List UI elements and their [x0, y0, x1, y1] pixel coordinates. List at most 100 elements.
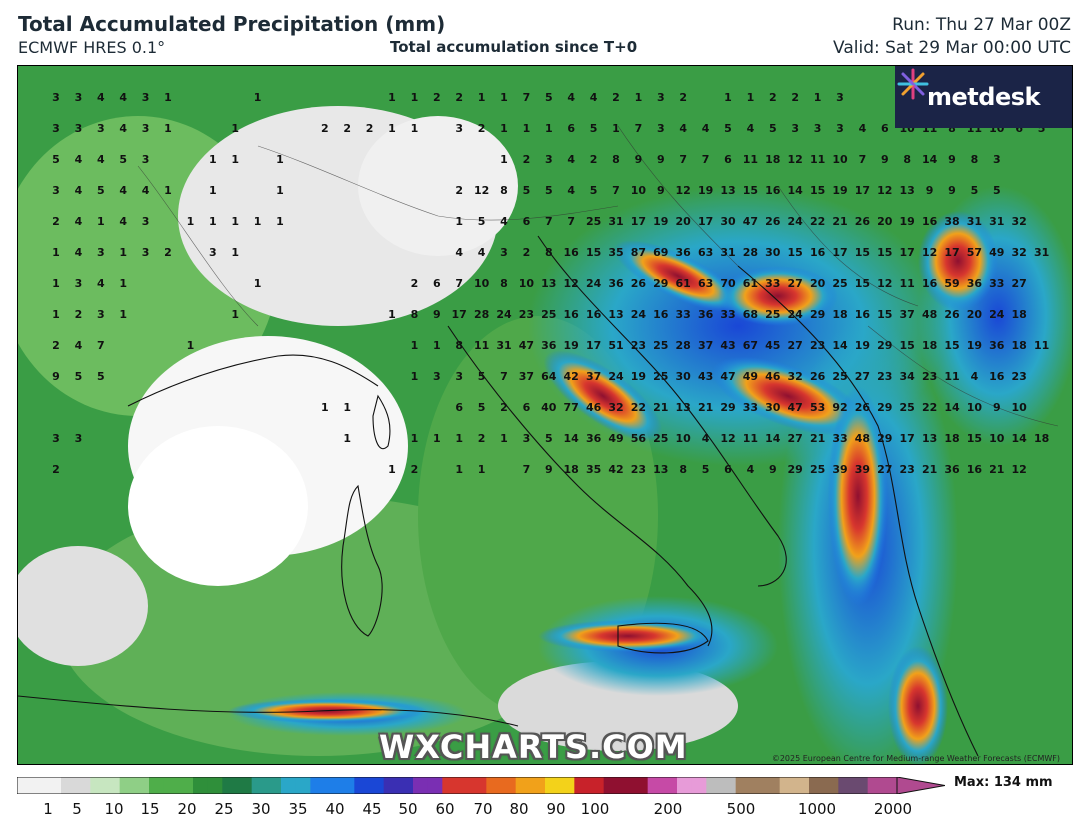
grid-value: 32 — [608, 401, 623, 414]
cbar-label: 45 — [362, 800, 382, 818]
grid-value: 7 — [679, 153, 687, 166]
cbar-label: 30 — [251, 800, 271, 818]
grid-value: 46 — [765, 370, 781, 383]
cbar-label: 90 — [546, 800, 566, 818]
grid-value: 1 — [119, 308, 127, 321]
grid-value: 32 — [1012, 215, 1027, 228]
grid-value: 24 — [586, 277, 602, 290]
colorbar-cell — [457, 777, 473, 794]
grid-value: 14 — [564, 432, 580, 445]
grid-value: 3 — [142, 91, 150, 104]
colorbar-labels: 1 5 10 15 20 25 30 35 40 45 50 60 70 80 … — [17, 800, 917, 820]
grid-value: 1 — [545, 122, 553, 135]
grid-value: 23 — [1012, 370, 1027, 383]
grid-value: 3 — [97, 122, 105, 135]
grid-value: 27 — [788, 432, 803, 445]
grid-value: 49 — [989, 246, 1004, 259]
grid-value: 4 — [679, 122, 687, 135]
grid-value: 8 — [411, 308, 419, 321]
colorbar-cell — [515, 777, 531, 794]
grid-value: 25 — [541, 308, 556, 321]
grid-value: 3 — [52, 184, 60, 197]
grid-value: 7 — [455, 277, 463, 290]
metdesk-burst-icon — [897, 68, 929, 100]
grid-value: 18 — [1012, 308, 1027, 321]
grid-value: 31 — [720, 246, 735, 259]
grid-value: 6 — [523, 215, 531, 228]
grid-value: 4 — [75, 246, 83, 259]
grid-value: 13 — [541, 277, 556, 290]
grid-value: 2 — [791, 91, 799, 104]
grid-value: 1 — [164, 184, 172, 197]
colorbar-cell — [765, 777, 781, 794]
metdesk-logo-text: metdesk — [927, 83, 1040, 111]
grid-value: 9 — [948, 184, 956, 197]
metdesk-logo: metdesk — [895, 66, 1072, 128]
colorbar-cell — [134, 777, 150, 794]
colorbar-cell — [325, 777, 341, 794]
colorbar-cell — [647, 777, 663, 794]
grid-value: 15 — [788, 246, 803, 259]
grid-value: 17 — [855, 184, 870, 197]
grid-value: 8 — [971, 153, 979, 166]
grid-value: 5 — [478, 215, 486, 228]
grid-value: 15 — [877, 246, 892, 259]
grid-value: 29 — [720, 401, 735, 414]
grid-value: 19 — [832, 184, 847, 197]
grid-value: 23 — [877, 370, 892, 383]
grid-value: 7 — [612, 184, 620, 197]
cbar-label: 10 — [104, 800, 124, 818]
grid-value: 25 — [653, 370, 668, 383]
grid-value: 43 — [698, 370, 713, 383]
cbar-label: 70 — [473, 800, 493, 818]
colorbar-cell — [178, 777, 194, 794]
grid-value: 30 — [765, 401, 781, 414]
grid-value: 69 — [653, 246, 668, 259]
colorbar-cell — [413, 777, 429, 794]
grid-value: 47 — [788, 401, 803, 414]
grid-value: 45 — [765, 339, 780, 352]
grid-value: 5 — [478, 370, 486, 383]
grid-value: 48 — [855, 432, 870, 445]
grid-value: 67 — [743, 339, 758, 352]
colorbar-cell — [589, 777, 605, 794]
colorbar-cell — [237, 777, 253, 794]
grid-value: 4 — [747, 463, 755, 476]
grid-value: 7 — [545, 215, 553, 228]
grid-value: 4 — [567, 91, 575, 104]
grid-value: 2 — [769, 91, 777, 104]
grid-value: 7 — [500, 370, 508, 383]
grid-value: 77 — [564, 401, 579, 414]
valid-label: Valid: Sat 29 Mar 00:00 UTC — [833, 38, 1071, 58]
grid-value: 4 — [702, 122, 710, 135]
grid-value: 43 — [720, 339, 735, 352]
grid-value: 1 — [119, 277, 127, 290]
grid-value: 29 — [877, 432, 892, 445]
grid-value: 5 — [971, 184, 979, 197]
grid-value: 29 — [810, 308, 825, 321]
grid-value: 1 — [231, 308, 239, 321]
grid-value: 1 — [388, 122, 396, 135]
grid-value: 16 — [653, 308, 669, 321]
grid-value: 15 — [743, 184, 758, 197]
grid-value: 6 — [455, 401, 463, 414]
grid-value: 2 — [164, 246, 172, 259]
grid-value: 31 — [967, 215, 982, 228]
grid-value: 17 — [832, 246, 847, 259]
grid-value: 14 — [944, 401, 960, 414]
grid-value: 18 — [765, 153, 780, 166]
grid-value: 10 — [989, 432, 1005, 445]
grid-value: 47 — [519, 339, 534, 352]
grid-value: 4 — [119, 122, 127, 135]
grid-value: 2 — [411, 277, 419, 290]
grid-value: 26 — [855, 401, 871, 414]
grid-value: 5 — [702, 463, 710, 476]
grid-value: 1 — [52, 277, 60, 290]
grid-value: 15 — [877, 308, 892, 321]
grid-value: 14 — [832, 339, 848, 352]
grid-value: 25 — [832, 277, 847, 290]
grid-value: 18 — [1034, 432, 1049, 445]
corsica-coast — [372, 394, 391, 449]
grid-value: 18 — [832, 308, 847, 321]
